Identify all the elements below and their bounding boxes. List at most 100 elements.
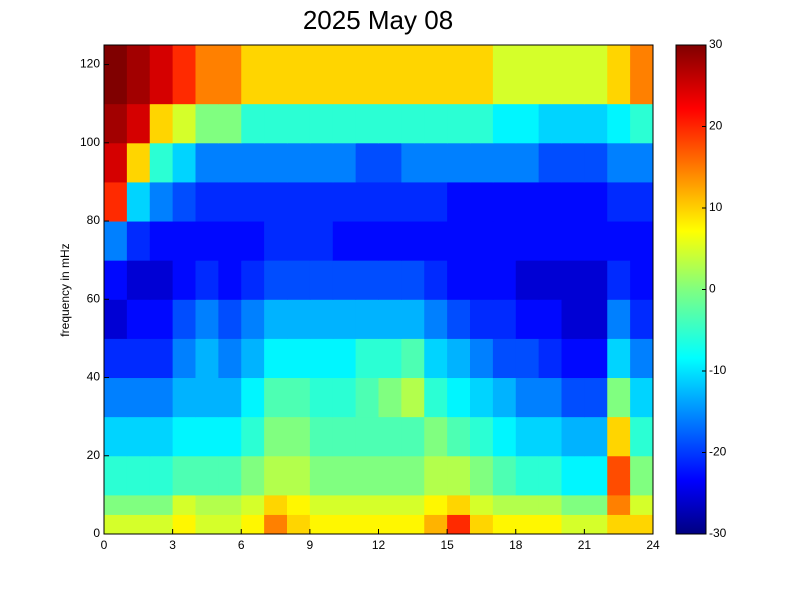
heatmap-cell [149,181,174,222]
heatmap-cell [447,377,471,418]
heatmap-cell [172,221,196,261]
heatmap-cell [332,221,357,261]
heatmap-cell [538,103,562,144]
heatmap-cell [332,514,357,535]
heatmap-cell [264,377,288,418]
heatmap-cell [561,45,585,105]
heatmap-cell [470,455,494,496]
heatmap-cell [470,142,494,183]
heatmap-cell [470,103,494,144]
heatmap-cell [104,514,128,535]
heatmap-cell [630,377,654,418]
heatmap-cell [195,221,219,261]
heatmap-cell [401,299,425,339]
heatmap-cell [241,416,265,457]
heatmap-cell [309,377,334,418]
heatmap-cell [378,260,402,300]
heatmap-cell [287,338,311,379]
heatmap-cell [104,181,128,222]
heatmap-cell [401,416,425,457]
heatmap-cell [172,377,196,418]
heatmap-cell [424,377,448,418]
heatmap-cell [149,103,174,144]
heatmap-cell [309,221,334,261]
heatmap-cell [149,260,174,300]
heatmap-cell [630,181,654,222]
heatmap-cell [172,299,196,339]
heatmap-cell [424,455,448,496]
heatmap-cell [424,416,448,457]
heatmap-cell [492,221,517,261]
heatmap-cell [287,514,311,535]
heatmap-cell [104,45,128,105]
heatmap-cell [584,455,608,496]
heatmap-cell [515,494,540,515]
heatmap-cell [126,260,151,300]
heatmap-cell [149,416,174,457]
heatmap-cell [241,260,265,300]
heatmap-cell [195,45,219,105]
heatmap-cell [401,103,425,144]
heatmap-cell [355,494,379,515]
heatmap-cell [447,455,471,496]
heatmap-cell [309,494,334,515]
heatmap-cell [447,142,471,183]
x-tick-label: 15 [440,538,454,552]
heatmap-cell [241,45,265,105]
heatmap-cell [172,260,196,300]
heatmap-cell [218,103,242,144]
heatmap-cell [287,181,311,222]
heatmap-cell [104,455,128,496]
heatmap [104,45,654,535]
heatmap-cell [378,514,402,535]
heatmap-cell [607,142,631,183]
heatmap-cell [401,221,425,261]
heatmap-cell [607,455,631,496]
heatmap-cell [584,299,608,339]
heatmap-cell [492,377,517,418]
heatmap-cell [149,455,174,496]
heatmap-cell [470,514,494,535]
heatmap-cell [104,416,128,457]
colorbar-tick-label: 30 [709,37,723,51]
heatmap-cell [355,455,379,496]
heatmap-cell [264,45,288,105]
heatmap-cell [584,416,608,457]
heatmap-cell [378,455,402,496]
heatmap-cell [172,181,196,222]
heatmap-cell [584,181,608,222]
heatmap-cell [195,142,219,183]
heatmap-cell [378,299,402,339]
heatmap-cell [378,181,402,222]
heatmap-cell [424,299,448,339]
heatmap-cell [401,494,425,515]
heatmap-cell [607,181,631,222]
heatmap-cell [447,45,471,105]
heatmap-cell [264,181,288,222]
heatmap-cell [264,260,288,300]
heatmap-cell [287,221,311,261]
heatmap-cell [309,260,334,300]
heatmap-cell [104,142,128,183]
heatmap-cell [538,494,562,515]
heatmap-cell [104,494,128,515]
heatmap-cell [195,416,219,457]
heatmap-cell [126,181,151,222]
y-tick-label: 0 [93,526,100,540]
heatmap-cell [287,416,311,457]
heatmap-cell [515,299,540,339]
heatmap-cell [104,103,128,144]
heatmap-cell [241,142,265,183]
heatmap-cell [126,514,151,535]
heatmap-cell [172,103,196,144]
heatmap-cell [309,514,334,535]
colorbar-tick-label: -10 [709,363,727,377]
heatmap-cell [630,103,654,144]
heatmap-cell [492,338,517,379]
heatmap-cell [149,338,174,379]
heatmap-cell [309,338,334,379]
heatmap-cell [401,142,425,183]
heatmap-cell [355,416,379,457]
heatmap-cell [538,181,562,222]
heatmap-cell [561,494,585,515]
